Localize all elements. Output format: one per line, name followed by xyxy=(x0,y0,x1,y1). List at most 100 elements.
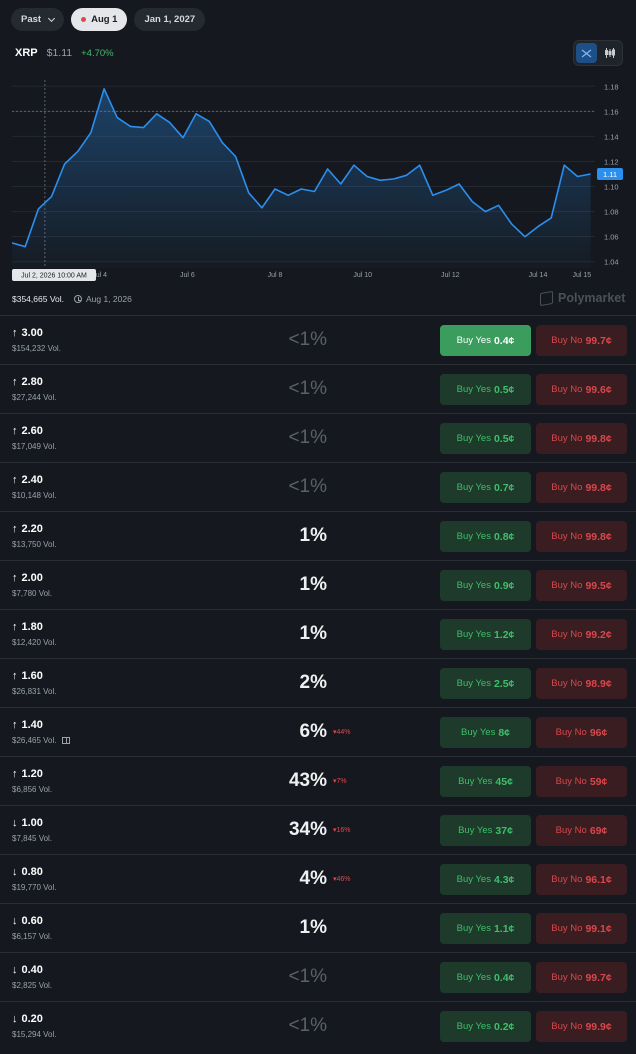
date-pill-label: Jan 1, 2027 xyxy=(144,14,196,25)
past-dropdown[interactable]: Past xyxy=(11,8,65,31)
gift-icon xyxy=(62,737,71,744)
date-pill-aug-1[interactable]: Aug 1 xyxy=(71,8,128,31)
market-volume-text: $13,750 Vol. xyxy=(12,540,57,549)
buy-no-price: 96.1¢ xyxy=(585,873,612,886)
arrow-up-icon: ↑ xyxy=(12,424,18,437)
buy-no-price: 59¢ xyxy=(589,775,608,788)
buy-no-button[interactable]: Buy No 99.8¢ xyxy=(536,423,627,454)
buy-yes-price: 1.1¢ xyxy=(493,922,515,935)
probability: 43% ▾7% xyxy=(230,770,410,792)
arrow-up-icon: ↑ xyxy=(12,522,18,535)
market-volume: $15,294 Vol. xyxy=(12,1030,56,1039)
candlestick-button[interactable] xyxy=(599,43,620,63)
buy-yes-label: Buy Yes xyxy=(456,580,491,591)
brand-name: Polymarket xyxy=(558,291,626,305)
arrow-up-icon: ↑ xyxy=(12,375,18,388)
price-area xyxy=(12,88,591,268)
arrow-down-icon: ↓ xyxy=(12,816,18,829)
buy-yes-label: Buy Yes xyxy=(456,629,491,640)
buy-no-button[interactable]: Buy No 96¢ xyxy=(536,717,627,748)
market-row: ↑ 1.60 $26,831 Vol. 2% Buy Yes 2.5¢ Buy … xyxy=(0,658,636,707)
buy-yes-button[interactable]: Buy Yes 0.7¢ xyxy=(440,472,531,503)
probability-value: 6% xyxy=(299,721,327,742)
date-pill-jan-1-2027[interactable]: Jan 1, 2027 xyxy=(134,8,206,31)
buy-yes-button[interactable]: Buy Yes 1.2¢ xyxy=(440,619,531,650)
buy-yes-button[interactable]: Buy Yes 0.8¢ xyxy=(440,521,531,552)
market-row: ↓ 0.20 $15,294 Vol. <1% Buy Yes 0.2¢ Buy… xyxy=(0,1001,636,1050)
arrow-down-icon: ↓ xyxy=(12,914,18,927)
chevron-down-icon xyxy=(48,14,56,22)
buy-yes-button[interactable]: Buy Yes 0.5¢ xyxy=(440,423,531,454)
market-row: ↑ 1.20 $6,856 Vol. 43% ▾7% Buy Yes 45¢ B… xyxy=(0,756,636,805)
buy-yes-button[interactable]: Buy Yes 0.4¢ xyxy=(440,325,531,356)
buy-no-button[interactable]: Buy No 99.7¢ xyxy=(536,325,627,356)
buy-yes-button[interactable]: Buy Yes 0.2¢ xyxy=(440,1011,531,1042)
buy-no-button[interactable]: Buy No 99.1¢ xyxy=(536,913,627,944)
market-row: ↓ 0.40 $2,825 Vol. <1% Buy Yes 0.4¢ Buy … xyxy=(0,952,636,1001)
market-volume-text: $154,232 Vol. xyxy=(12,344,61,353)
market-volume-text: $26,465 Vol. xyxy=(12,736,57,745)
buy-no-button[interactable]: Buy No 99.2¢ xyxy=(536,619,627,650)
threshold-label: ↑ 2.60 xyxy=(12,425,43,437)
buy-no-button[interactable]: Buy No 59¢ xyxy=(536,766,627,797)
buy-no-button[interactable]: Buy No 99.8¢ xyxy=(536,472,627,503)
market-volume-text: $26,831 Vol. xyxy=(12,687,57,696)
buy-yes-button[interactable]: Buy Yes 0.4¢ xyxy=(440,962,531,993)
threshold-value: 2.00 xyxy=(21,572,43,584)
probability: <1% xyxy=(230,427,410,449)
buy-no-label: Buy No xyxy=(551,1021,583,1032)
buy-yes-label: Buy Yes xyxy=(458,825,493,836)
buy-no-button[interactable]: Buy No 98.9¢ xyxy=(536,668,627,699)
buy-no-button[interactable]: Buy No 99.9¢ xyxy=(536,1011,627,1042)
buy-yes-label: Buy Yes xyxy=(460,727,496,738)
market-volume: $6,856 Vol. xyxy=(12,785,52,794)
probability-value: 1% xyxy=(299,525,327,546)
buy-yes-button[interactable]: Buy Yes 2.5¢ xyxy=(440,668,531,699)
buy-no-button[interactable]: Buy No 99.5¢ xyxy=(536,570,627,601)
buy-no-price: 99.2¢ xyxy=(585,628,612,641)
probability: 1% xyxy=(230,623,410,645)
y-tick-label: 1.04 xyxy=(604,258,619,267)
arrow-up-icon: ↑ xyxy=(12,669,18,682)
asset-header: XRP $1.11 +4.70% xyxy=(15,47,114,59)
x-tick-label: Jul 12 xyxy=(441,272,460,279)
buy-no-price: 99.6¢ xyxy=(585,383,612,396)
buy-no-button[interactable]: Buy No 69¢ xyxy=(536,815,627,846)
probability: 1% xyxy=(230,574,410,596)
buy-yes-button[interactable]: Buy Yes 4.3¢ xyxy=(440,864,531,895)
buy-yes-button[interactable]: Buy Yes 8¢ xyxy=(440,717,531,748)
line-chart-button[interactable] xyxy=(576,43,597,63)
market-volume: $13,750 Vol. xyxy=(12,540,56,549)
buy-yes-button[interactable]: Buy Yes 1.1¢ xyxy=(440,913,531,944)
buy-yes-label: Buy Yes xyxy=(456,874,491,885)
buy-no-button[interactable]: Buy No 96.1¢ xyxy=(536,864,627,895)
current-price-tag xyxy=(597,168,623,180)
arrow-up-icon: ↑ xyxy=(12,473,18,486)
market-row: ↑ 1.40 $26,465 Vol. 6% ▾44% Buy Yes 8¢ B… xyxy=(0,707,636,756)
buy-yes-price: 0.8¢ xyxy=(493,530,515,543)
buy-yes-button[interactable]: Buy Yes 45¢ xyxy=(440,766,531,797)
chart-type-toggle xyxy=(573,40,623,66)
buy-no-button[interactable]: Buy No 99.6¢ xyxy=(536,374,627,405)
arrow-up-icon: ↑ xyxy=(12,571,18,584)
threshold-value: 2.80 xyxy=(21,376,43,388)
probability: 2% xyxy=(230,672,410,694)
threshold-label: ↑ 1.20 xyxy=(12,768,43,780)
buy-no-label: Buy No xyxy=(551,580,583,591)
probability-value: <1% xyxy=(288,427,327,448)
price-chart[interactable]: 1.18 1.16 1.14 1.12 1.10 1.08 1.06 1.04 Jul 4 Jul… xyxy=(0,70,636,285)
buy-no-button[interactable]: Buy No 99.7¢ xyxy=(536,962,627,993)
arrow-up-icon: ↑ xyxy=(12,326,18,339)
buy-yes-button[interactable]: Buy Yes 37¢ xyxy=(440,815,531,846)
buy-yes-label: Buy Yes xyxy=(456,384,491,395)
buy-yes-button[interactable]: Buy Yes 0.5¢ xyxy=(440,374,531,405)
buy-no-button[interactable]: Buy No 99.8¢ xyxy=(536,521,627,552)
clock-icon xyxy=(74,295,82,303)
buy-no-label: Buy No xyxy=(551,335,583,346)
line-chart-icon xyxy=(581,48,592,58)
buy-yes-price: 0.5¢ xyxy=(493,383,515,396)
buy-yes-button[interactable]: Buy Yes 0.9¢ xyxy=(440,570,531,601)
market-summary: $354,665 Vol. Aug 1, 2026 xyxy=(12,294,132,304)
market-volume: $154,232 Vol. xyxy=(12,344,61,353)
buy-yes-price: 2.5¢ xyxy=(493,677,515,690)
